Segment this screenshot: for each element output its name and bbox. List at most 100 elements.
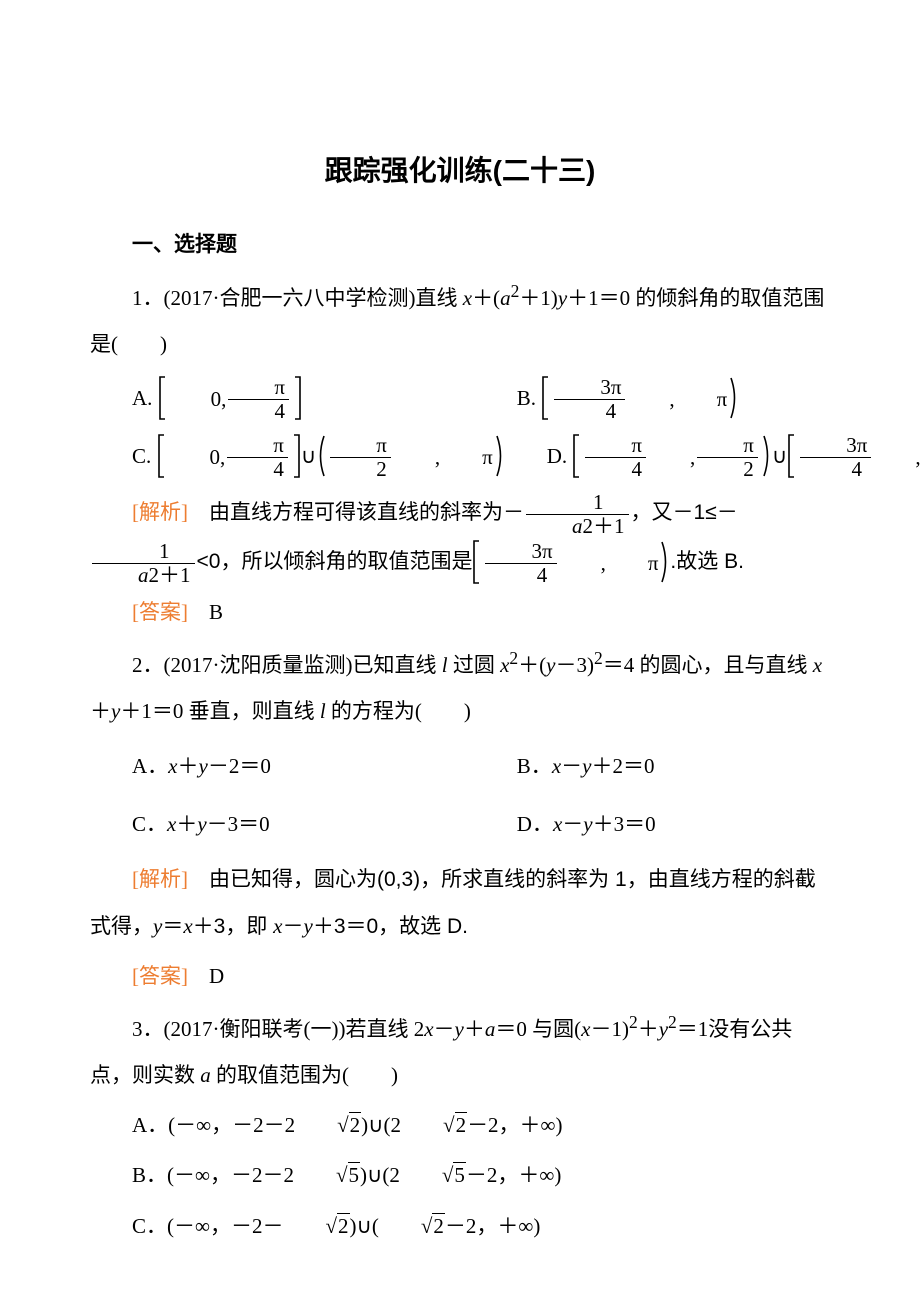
plus: ＋( xyxy=(472,286,500,310)
q3-optA: A．(－∞，－2－22)∪(22－2，＋∞) xyxy=(90,1102,830,1148)
interval-ans: 3π4, π xyxy=(472,540,670,587)
lbracket-icon xyxy=(787,434,796,478)
rbracket-icon xyxy=(293,376,302,420)
q2-e: ＋1＝0 垂直，则直线 xyxy=(120,699,320,723)
q1-optD: D. π4, π2 ∪ 3π4, π xyxy=(505,433,920,482)
interval-B-content: 3π4, π xyxy=(550,376,729,423)
q2-options-row2: C．x＋y－3＝0 D．x－y＋3＝0 xyxy=(90,798,830,850)
q1-optC: C. 0, π4 ∪ π2, π xyxy=(90,433,505,482)
q1-exp-c: <0，所以倾斜角的取值范围是 xyxy=(197,550,473,573)
q2-optB: B．x－y＋2＝0 xyxy=(475,743,830,789)
optA-tail: －2＝0 xyxy=(208,754,271,778)
optB-prefix: B. xyxy=(517,386,536,410)
var-x: x xyxy=(463,286,472,310)
optC-tail: －3＝0 xyxy=(207,812,270,836)
q1-options-row2: C. 0, π4 ∪ π2, π D. π4, π2 ∪ 3π4, π xyxy=(90,431,830,483)
q1-explanation: [解析] 由直线方程可得该直线的斜率为－1a2＋1，又－1≤－1a2＋1<0，所… xyxy=(90,489,830,587)
optD-label: D． xyxy=(517,812,553,836)
q3-a: 3．(2017·衡阳联考(一))若直线 2 xyxy=(132,1017,424,1041)
optC-prefix: C. xyxy=(132,444,151,468)
sqrt-icon: 5 xyxy=(400,1152,466,1198)
sqrt-icon: 2 xyxy=(401,1102,467,1148)
optA-prefix: A. xyxy=(132,386,152,410)
q3-c: －1) xyxy=(590,1017,629,1041)
optB-label: B． xyxy=(517,754,552,778)
q1-optA: A. 0, π4 xyxy=(90,375,475,424)
rbracket-icon xyxy=(292,434,301,478)
explanation-label: [解析] xyxy=(132,867,188,891)
var-y: y xyxy=(558,286,567,310)
q1-optB: B. 3π4, π xyxy=(475,375,830,424)
interval-D1: π4, π2 xyxy=(572,434,771,481)
q2-exp-b: ＋3，即 xyxy=(193,915,274,938)
union: ∪ xyxy=(772,444,787,468)
optA-a: A．(－∞，－2－2 xyxy=(132,1113,295,1137)
interval-A: 0, π4 xyxy=(158,376,302,423)
d1-content: π4, π2 xyxy=(581,434,761,481)
q2-c: －3) xyxy=(555,653,594,677)
q3-e: 的取值范围为( ) xyxy=(211,1063,398,1087)
q1-exp-a: 由直线方程可得该直线的斜率为－ xyxy=(188,501,524,524)
q1-options-row1: A. 0, π4 B. 3π4, π xyxy=(90,373,830,425)
q2-options-row1: A．x＋y－2＝0 B．x－y＋2＝0 xyxy=(90,740,830,792)
optC-c: －2，＋∞) xyxy=(445,1214,540,1238)
sqrt-icon: 2 xyxy=(295,1102,361,1148)
q2-optA: A．x＋y－2＝0 xyxy=(90,743,475,789)
optD-tail: ＋3＝0 xyxy=(593,812,656,836)
frac-1-a2p1: 1a2＋1 xyxy=(526,491,629,538)
optD-prefix: D. xyxy=(547,444,567,468)
q2-f: 的方程为( ) xyxy=(326,699,471,723)
rparen-icon xyxy=(729,376,739,420)
q1-exp-d: .故选 B. xyxy=(670,550,744,573)
d2-content: 3π4, π xyxy=(796,434,920,481)
optB-a: B．(－∞，－2－2 xyxy=(132,1163,294,1187)
sup2b: 2 xyxy=(594,653,603,677)
lbracket-icon xyxy=(158,376,167,420)
q1-stem: 1．(2017·合肥一六八中学检测)直线 x＋(a2＋1)y＋1＝0 的倾斜角的… xyxy=(90,272,830,367)
optC-a: C．(－∞，－2－ xyxy=(132,1214,283,1238)
interval-A-content: 0, π4 xyxy=(167,376,293,423)
q2-answer: [答案] D xyxy=(90,953,830,999)
c2-content: π2, π xyxy=(326,434,494,481)
q2-ans-text: D xyxy=(188,964,224,988)
sup2: 2 xyxy=(511,286,520,310)
lbracket-icon xyxy=(157,434,166,478)
var-y: y xyxy=(111,699,120,723)
plus-paren: ＋( xyxy=(518,653,546,677)
page-title: 跟踪强化训练(二十三) xyxy=(90,140,830,202)
plus2: ＋ xyxy=(90,699,111,723)
section-header: 一、选择题 xyxy=(90,222,830,268)
optA-label: A． xyxy=(132,754,168,778)
lbracket-icon xyxy=(572,434,581,478)
interval-C1: 0, π4 xyxy=(157,434,301,481)
q2-b: 过圆 xyxy=(448,653,501,677)
sup2: 2 xyxy=(509,653,518,677)
lbracket-icon xyxy=(472,540,481,584)
q1-exp-b: ，又－1≤－ xyxy=(631,501,738,524)
optA-b: )∪(2 xyxy=(361,1113,401,1137)
lparen-icon xyxy=(316,434,326,478)
q2-optD: D．x－y＋3＝0 xyxy=(475,801,830,847)
interval-ans-content: 3π4, π xyxy=(481,540,660,587)
sqrt-icon: 5 xyxy=(294,1152,360,1198)
q2-stem: 2．(2017·沈阳质量监测)已知直线 l 过圆 x2＋(y－3)2＝4 的圆心… xyxy=(90,639,830,734)
q3-b: ＝0 与圆( xyxy=(495,1017,581,1041)
var-a: a xyxy=(500,286,511,310)
q3-optC: C．(－∞，－2－2)∪(2－2，＋∞) xyxy=(90,1203,830,1249)
answer-label: [答案] xyxy=(132,600,188,624)
optB-tail: ＋2＝0 xyxy=(591,754,654,778)
lbracket-icon xyxy=(541,376,550,420)
var-x: x xyxy=(813,653,822,677)
optB-b: )∪(2 xyxy=(360,1163,400,1187)
optC-b: )∪( xyxy=(350,1214,379,1238)
optA-c: －2，＋∞) xyxy=(467,1113,562,1137)
q2-exp-c: ＋3＝0，故选 D. xyxy=(313,915,468,938)
interval-C2: π2, π xyxy=(316,434,504,481)
q2-d: ＝4 的圆心，且与直线 xyxy=(603,653,813,677)
q2-explanation: [解析] 由已知得，圆心为(0,3)，所求直线的斜率为 1，由直线方程的斜截式得… xyxy=(90,856,830,950)
optB-c: －2，＋∞) xyxy=(466,1163,561,1187)
sqrt-icon: 2 xyxy=(283,1203,349,1249)
q2-optC: C．x＋y－3＝0 xyxy=(90,801,475,847)
optC-label: C． xyxy=(132,812,167,836)
interval-D2: 3π4, π xyxy=(787,434,920,481)
